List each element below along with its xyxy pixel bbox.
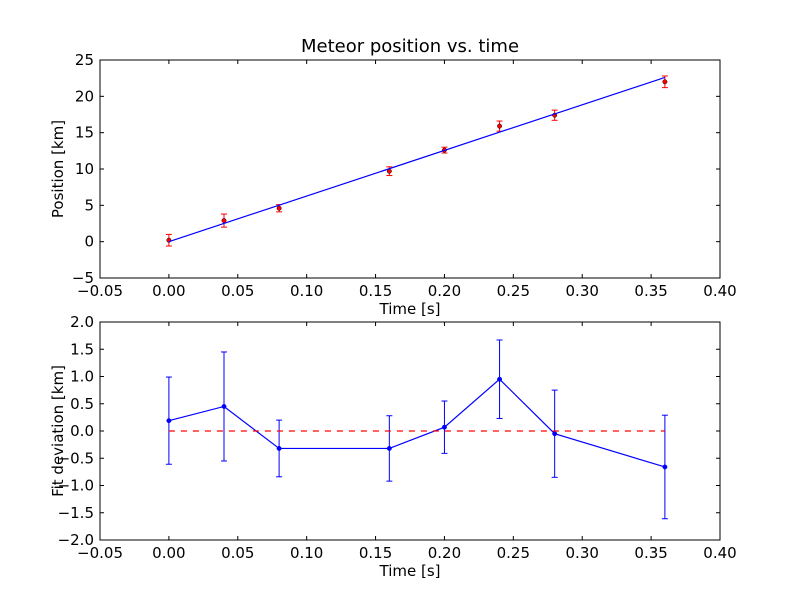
y-tick-label: 25 xyxy=(75,51,94,69)
x-tick-label: 0.05 xyxy=(221,544,254,562)
data-point xyxy=(662,464,668,470)
x-tick-label: 0.10 xyxy=(290,544,323,562)
x-tick-label: 0.15 xyxy=(359,544,392,562)
axes-frame xyxy=(99,59,721,279)
y-tick-label: 0.5 xyxy=(70,395,94,413)
x-tick-label: −0.05 xyxy=(77,282,123,300)
y-tick-label: 10 xyxy=(75,160,94,178)
y-tick-label: −1.5 xyxy=(58,504,94,522)
data-point xyxy=(221,218,227,224)
y-tick-label: −0.5 xyxy=(58,449,94,467)
x-tick-label: 0.20 xyxy=(428,544,461,562)
x-tick-label: −0.05 xyxy=(77,544,123,562)
data-point xyxy=(441,424,447,430)
y-tick-label: −2.0 xyxy=(58,531,94,549)
data-point xyxy=(166,418,172,424)
deviation-line xyxy=(168,378,666,468)
position-panel: −0.05 0.00 0.05 0.10 0.15 0.20 0.25 0.30 0.35 0.4… xyxy=(49,36,737,318)
y-tick-label: 2.0 xyxy=(70,313,94,331)
x-tick-label: 0.30 xyxy=(566,544,599,562)
x-tick-label: 0.35 xyxy=(634,282,667,300)
data-point xyxy=(552,431,558,437)
x-axis-label: Time [s] xyxy=(379,300,441,318)
x-axis-label: Time [s] xyxy=(379,562,441,580)
data-point xyxy=(662,79,668,85)
data-point xyxy=(276,205,282,211)
data-point xyxy=(497,376,503,382)
data-point xyxy=(497,123,503,129)
x-tick-label: 0.05 xyxy=(221,282,254,300)
deviation-panel: −0.05 0.00 0.05 0.10 0.15 0.20 0.25 0.30 0.35 0.4… xyxy=(49,313,737,580)
chart-title: Meteor position vs. time xyxy=(301,36,519,57)
data-point xyxy=(221,404,227,409)
x-tick-label: 0.25 xyxy=(497,544,530,562)
x-tick-label: 0.20 xyxy=(428,282,461,300)
x-tick-label: 0.15 xyxy=(359,282,392,300)
y-tick-label: 0 xyxy=(84,233,94,251)
y-tick-label: −5 xyxy=(72,269,94,287)
y-tick-label: 20 xyxy=(75,87,94,105)
y-tick-label: 5 xyxy=(84,196,94,214)
x-tick-label: 0.30 xyxy=(566,282,599,300)
data-point xyxy=(276,445,282,451)
x-tick-label: 0.00 xyxy=(152,282,185,300)
y-axis-label: Position [km] xyxy=(49,120,67,218)
x-tick-label: 0.00 xyxy=(152,544,185,562)
x-tick-label: 0.40 xyxy=(703,544,736,562)
y-tick-label: 1.5 xyxy=(70,340,94,358)
y-tick-label: 0.0 xyxy=(70,422,94,440)
x-tick-label: 0.40 xyxy=(703,282,736,300)
x-tick-label: 0.25 xyxy=(497,282,530,300)
y-tick-label: 1.0 xyxy=(70,368,94,386)
y-axis-label: Fit deviation [km] xyxy=(49,365,67,497)
x-tick-label: 0.10 xyxy=(290,282,323,300)
y-tick-label: 15 xyxy=(75,124,94,142)
data-point xyxy=(386,445,392,451)
fit-line xyxy=(168,76,666,243)
x-tick-label: 0.35 xyxy=(634,544,667,562)
y-tick-label: −1.0 xyxy=(58,477,94,495)
